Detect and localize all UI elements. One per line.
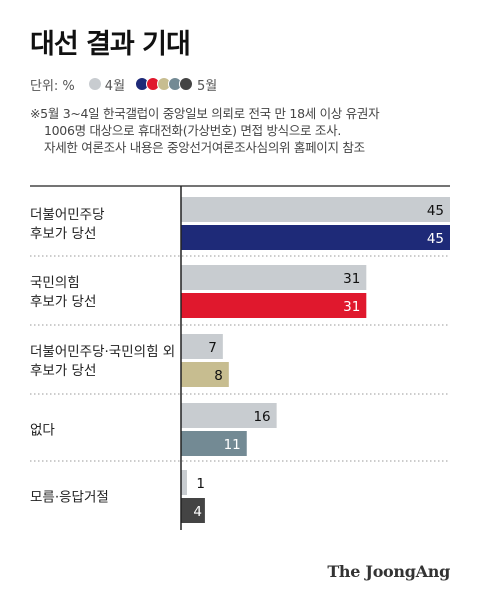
survey-note: ※5월 3~4일 한국갤럽이 중앙일보 의뢰로 전국 만 18세 이상 유권자 … bbox=[30, 105, 460, 156]
category-label: 후보가 당선 bbox=[30, 363, 96, 379]
value-label: 31 bbox=[343, 271, 360, 287]
value-label: 7 bbox=[208, 340, 217, 356]
bar-april bbox=[181, 470, 187, 495]
bar-april bbox=[181, 334, 223, 359]
category-label: 없다 bbox=[30, 423, 55, 439]
note-line-3: 자세한 여론조사 내용은 중앙선거여론조사심의위 홈페이지 참조 bbox=[44, 140, 365, 155]
category-label: 더불어민주당 bbox=[30, 207, 105, 223]
value-label: 16 bbox=[253, 409, 270, 425]
source-logo: The JoongAng bbox=[327, 562, 450, 581]
bar-may bbox=[181, 225, 450, 250]
note-line-1: ※5월 3~4일 한국갤럽이 중앙일보 의뢰로 전국 만 18세 이상 유권자 bbox=[30, 106, 380, 121]
legend-may-label: 5월 bbox=[197, 78, 218, 94]
bar-may bbox=[181, 293, 367, 318]
bar-april bbox=[181, 197, 450, 222]
chart-title: 대선 결과 기대 bbox=[30, 29, 191, 60]
bar-april bbox=[181, 265, 367, 290]
category-label: 국민의힘 bbox=[30, 275, 80, 291]
category-label: 후보가 당선 bbox=[30, 226, 96, 242]
value-label: 4 bbox=[193, 504, 202, 520]
value-label: 31 bbox=[343, 299, 360, 315]
value-label: 11 bbox=[224, 437, 241, 453]
legend-april-swatch bbox=[88, 78, 101, 90]
category-label: 더불어민주당·국민의힘 외 bbox=[30, 344, 175, 360]
value-label: 45 bbox=[427, 203, 444, 219]
legend-april-label: 4월 bbox=[104, 78, 126, 94]
bar-may bbox=[181, 362, 229, 387]
value-label: 1 bbox=[196, 476, 205, 492]
value-label: 8 bbox=[214, 368, 223, 384]
unit-label: 단위: % bbox=[30, 78, 75, 94]
category-label: 모름·응답거절 bbox=[30, 490, 109, 506]
legend-may-dot bbox=[179, 77, 194, 91]
note-line-2: 1006명 대상으로 휴대전화(가상번호) 면접 방식으로 조사. bbox=[44, 123, 342, 138]
legend: 단위: % 4월 5월 bbox=[30, 76, 218, 94]
bar-may bbox=[181, 431, 247, 456]
bar-april bbox=[181, 403, 277, 428]
bar-may bbox=[181, 498, 205, 523]
legend-may-swatches bbox=[135, 77, 194, 91]
category-label: 후보가 당선 bbox=[30, 294, 96, 310]
value-label: 45 bbox=[427, 231, 444, 247]
